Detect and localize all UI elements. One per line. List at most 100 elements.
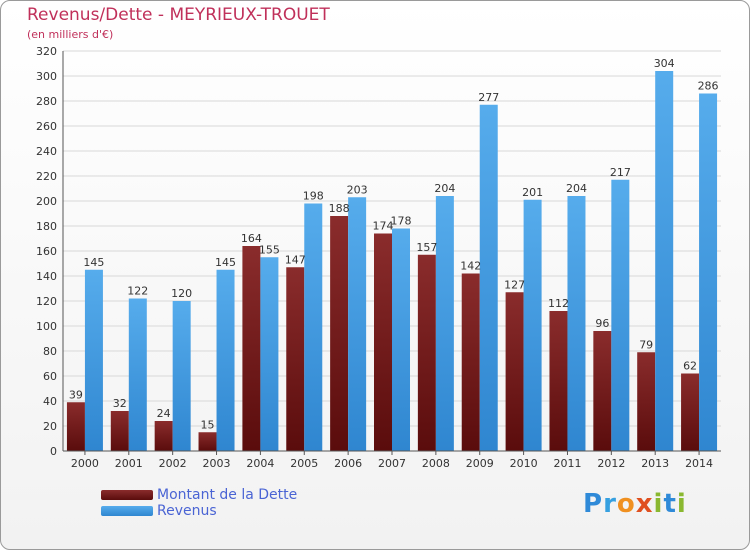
legend: Montant de la Dette Revenus: [101, 487, 297, 519]
x-tick-label: 2012: [597, 457, 625, 470]
bar-debt: [461, 273, 480, 451]
data-label-revenue: 203: [347, 183, 368, 196]
bar-revenue: [304, 203, 323, 451]
legend-swatch-revenue: [101, 506, 153, 516]
data-label-revenue: 277: [478, 91, 499, 104]
data-label-revenue: 286: [698, 80, 719, 93]
bar-debt: [637, 352, 656, 451]
data-label-revenue: 204: [566, 182, 587, 195]
bar-debt: [66, 402, 85, 451]
data-label-debt: 15: [201, 418, 215, 431]
y-tick-label: 320: [36, 45, 57, 58]
bar-revenue: [611, 179, 630, 451]
y-tick-label: 160: [36, 245, 57, 258]
x-tick-label: 2011: [553, 457, 581, 470]
bar-debt: [549, 311, 568, 451]
legend-swatch-debt: [101, 490, 153, 500]
y-tick-label: 80: [43, 345, 57, 358]
bar-debt: [286, 267, 305, 451]
chart-title: Revenus/Dette - MEYRIEUX-TROUET: [27, 5, 330, 25]
x-tick-label: 2010: [510, 457, 538, 470]
bar-debt: [154, 421, 173, 451]
y-tick-label: 260: [36, 120, 57, 133]
bar-revenue: [260, 257, 279, 451]
x-tick-label: 2000: [71, 457, 99, 470]
chart-subtitle: (en milliers d'€): [27, 28, 114, 41]
bar-revenue: [655, 71, 674, 451]
data-label-debt: 127: [504, 278, 525, 291]
proxiti-logo: Proxiti: [583, 489, 687, 519]
legend-label-debt: Montant de la Dette: [157, 487, 298, 503]
bar-revenue: [699, 93, 718, 451]
x-tick-label: 2002: [159, 457, 187, 470]
y-tick-label: 120: [36, 295, 57, 308]
x-tick-label: 2009: [466, 457, 494, 470]
y-tick-label: 200: [36, 195, 57, 208]
x-tick-label: 2005: [290, 457, 318, 470]
data-label-debt: 62: [683, 360, 697, 373]
y-tick-label: 240: [36, 145, 57, 158]
x-tick-label: 2003: [203, 457, 231, 470]
x-tick-label: 2008: [422, 457, 450, 470]
bar-revenue: [216, 269, 235, 451]
legend-item-revenue: Revenus: [101, 503, 297, 519]
y-tick-label: 300: [36, 70, 57, 83]
x-tick-label: 2004: [246, 457, 274, 470]
data-label-revenue: 304: [654, 57, 675, 70]
data-label-debt: 32: [113, 397, 127, 410]
bar-debt: [330, 216, 349, 451]
y-tick-label: 220: [36, 170, 57, 183]
data-label-debt: 164: [241, 232, 262, 245]
y-tick-label: 20: [43, 420, 57, 433]
y-tick-label: 140: [36, 270, 57, 283]
bar-revenue: [392, 228, 410, 451]
data-label-debt: 96: [595, 317, 609, 330]
bar-debt: [110, 411, 129, 451]
data-label-revenue: 217: [610, 166, 631, 179]
bar-revenue: [435, 196, 454, 451]
bar-debt: [505, 292, 524, 451]
bar-revenue: [348, 197, 367, 451]
y-tick-label: 40: [43, 395, 57, 408]
data-label-debt: 79: [639, 338, 653, 351]
data-label-revenue: 198: [303, 190, 324, 203]
data-label-debt: 142: [460, 260, 481, 273]
x-tick-label: 2007: [378, 457, 406, 470]
bar-revenue: [172, 301, 191, 451]
bar-debt: [417, 254, 436, 451]
y-tick-label: 180: [36, 220, 57, 233]
bar-debt: [374, 233, 392, 451]
legend-label-revenue: Revenus: [157, 503, 217, 519]
bar-debt: [593, 331, 612, 451]
data-label-debt: 147: [285, 253, 306, 266]
data-label-revenue: 145: [215, 256, 236, 269]
y-tick-label: 0: [50, 445, 57, 458]
data-label-debt: 157: [416, 241, 437, 254]
bar-revenue: [567, 196, 586, 451]
data-label-revenue: 145: [83, 256, 104, 269]
y-tick-label: 100: [36, 320, 57, 333]
x-tick-label: 2006: [334, 457, 362, 470]
y-tick-label: 60: [43, 370, 57, 383]
x-tick-label: 2001: [115, 457, 143, 470]
x-tick-label: 2014: [685, 457, 713, 470]
bar-revenue: [523, 199, 542, 451]
legend-item-debt: Montant de la Dette: [101, 487, 297, 503]
data-label-debt: 112: [548, 297, 569, 310]
bar-debt: [198, 432, 217, 451]
y-tick-label: 280: [36, 95, 57, 108]
data-label-revenue: 201: [522, 186, 543, 199]
data-label-revenue: 120: [171, 287, 192, 300]
data-label-revenue: 122: [127, 285, 148, 298]
bar-debt: [681, 373, 700, 451]
bar-revenue: [479, 104, 498, 451]
bar-revenue: [84, 269, 103, 451]
x-tick-label: 2013: [641, 457, 669, 470]
bar-debt: [242, 246, 261, 451]
data-label-debt: 174: [373, 220, 394, 233]
data-label-revenue: 155: [259, 243, 280, 256]
bar-revenue: [128, 298, 147, 451]
data-label-debt: 39: [69, 388, 83, 401]
